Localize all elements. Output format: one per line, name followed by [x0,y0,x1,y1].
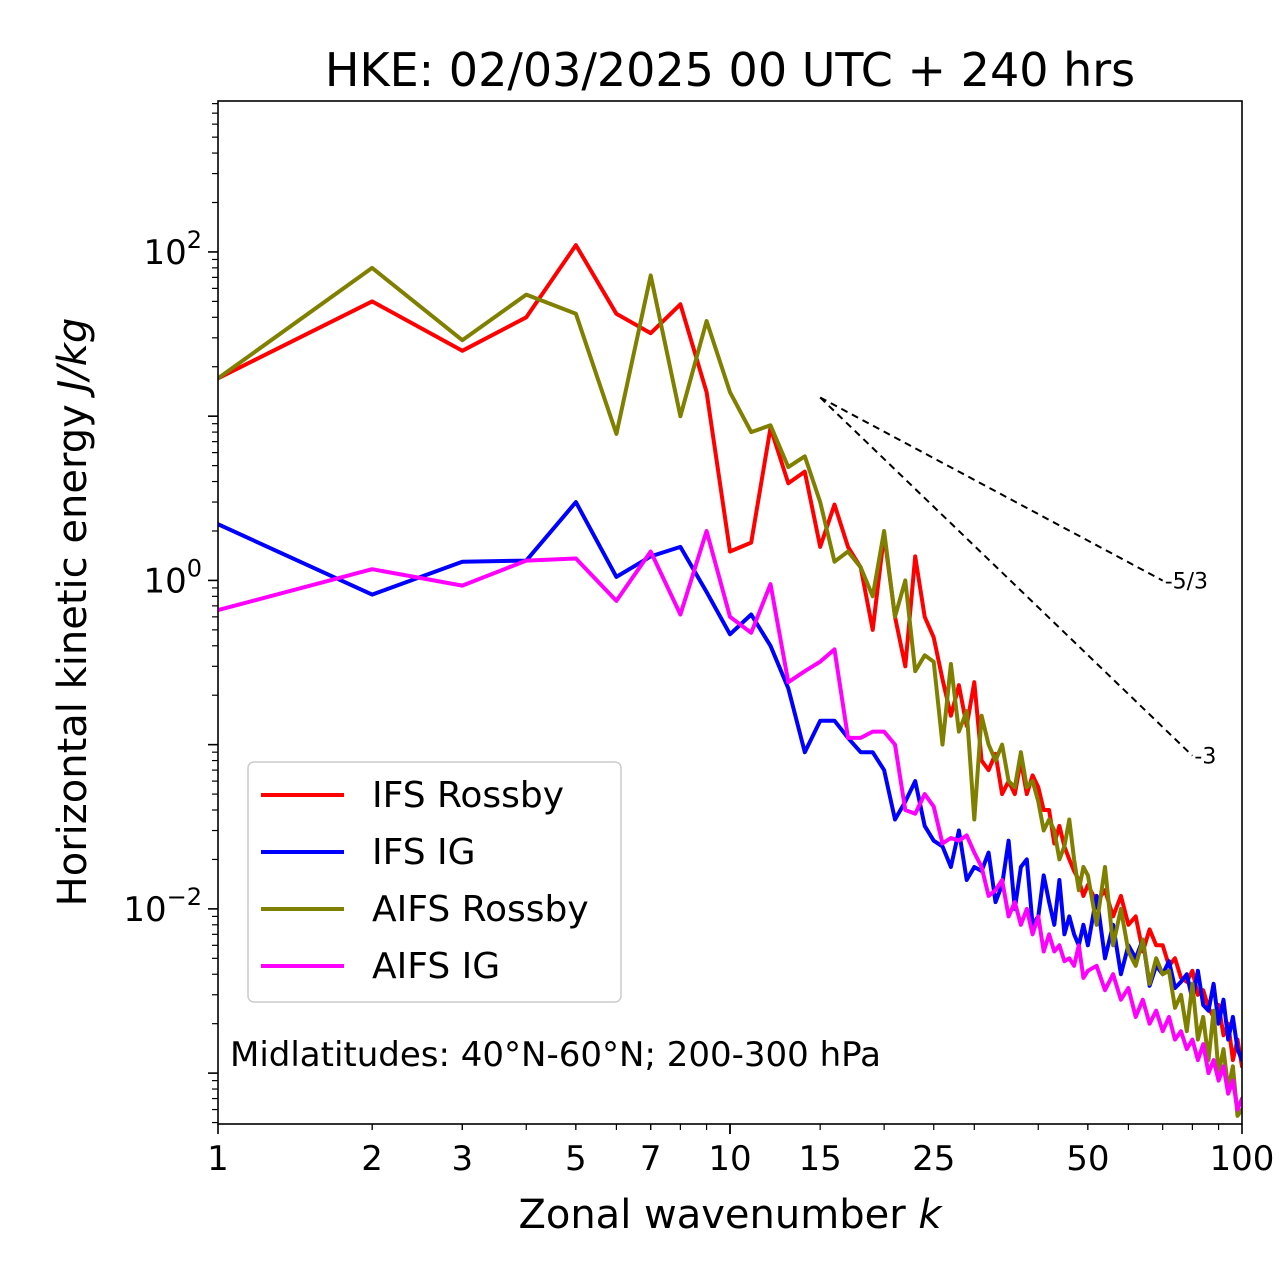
reference-line-2 [819,396,1194,757]
x-axis-ticks: 1 2 3 5 7 10 15 25 50 100 [207,1124,1274,1179]
x-tick-label: 5 [565,1139,587,1179]
x-tick-label: 7 [640,1139,662,1179]
y-tick-label: 10−2 [123,883,202,930]
x-tick-label: 2 [361,1139,383,1179]
reference-line-label-2: -3 [1194,745,1216,770]
x-tick-label: 50 [1066,1139,1109,1179]
y-tick-label: 102 [143,226,202,273]
legend-box [247,761,622,1003]
x-axis-label-text: Zonal wavenumber [518,1192,906,1238]
legend-label-ifs-rossby: IFS Rossby [372,775,564,816]
legend-label-ifs-ig: IFS IG [372,832,476,873]
x-tick-label: 100 [1210,1139,1275,1179]
series-line-ifs-ig [218,500,1242,1063]
chart-annotation: Midlatitudes: 40°N-60°N; 200-300 hPa [230,1035,881,1075]
y-axis-label-units: J/kg [50,318,96,399]
chart-title: HKE: 02/03/2025 00 UTC + 240 hrs [325,43,1135,97]
y-axis-label-text: Horizontal kinetic energy [50,404,96,906]
y-axis-label: Horizontal kinetic energy J/kg [50,318,96,907]
series-layer [218,243,1242,1118]
series-line-aifs-ig [218,529,1242,1112]
legend: IFS Rossby IFS IG AIFS Rossby AIFS IG [247,761,622,1003]
legend-label-aifs-rossby: AIFS Rossby [372,889,589,930]
x-tick-label: 1 [207,1139,229,1179]
series-line-aifs-rossby [218,265,1242,1118]
reference-line-1 [819,396,1164,582]
x-tick-label: 25 [912,1139,955,1179]
x-axis-label-var: k [918,1192,943,1238]
x-tick-label: 3 [451,1139,473,1179]
reference-slope-lines: -5/3 -3 [819,396,1216,770]
y-axis-ticks: 102 100 10−2 [123,103,218,1124]
reference-line-label-1: -5/3 [1165,570,1208,595]
legend-label-aifs-ig: AIFS IG [372,946,500,987]
x-tick-label: 15 [799,1139,842,1179]
x-axis-label: Zonal wavenumber k [518,1192,943,1238]
y-tick-label: 100 [143,554,202,601]
series-line-ifs-rossby [218,243,1242,1069]
x-tick-label: 10 [708,1139,751,1179]
